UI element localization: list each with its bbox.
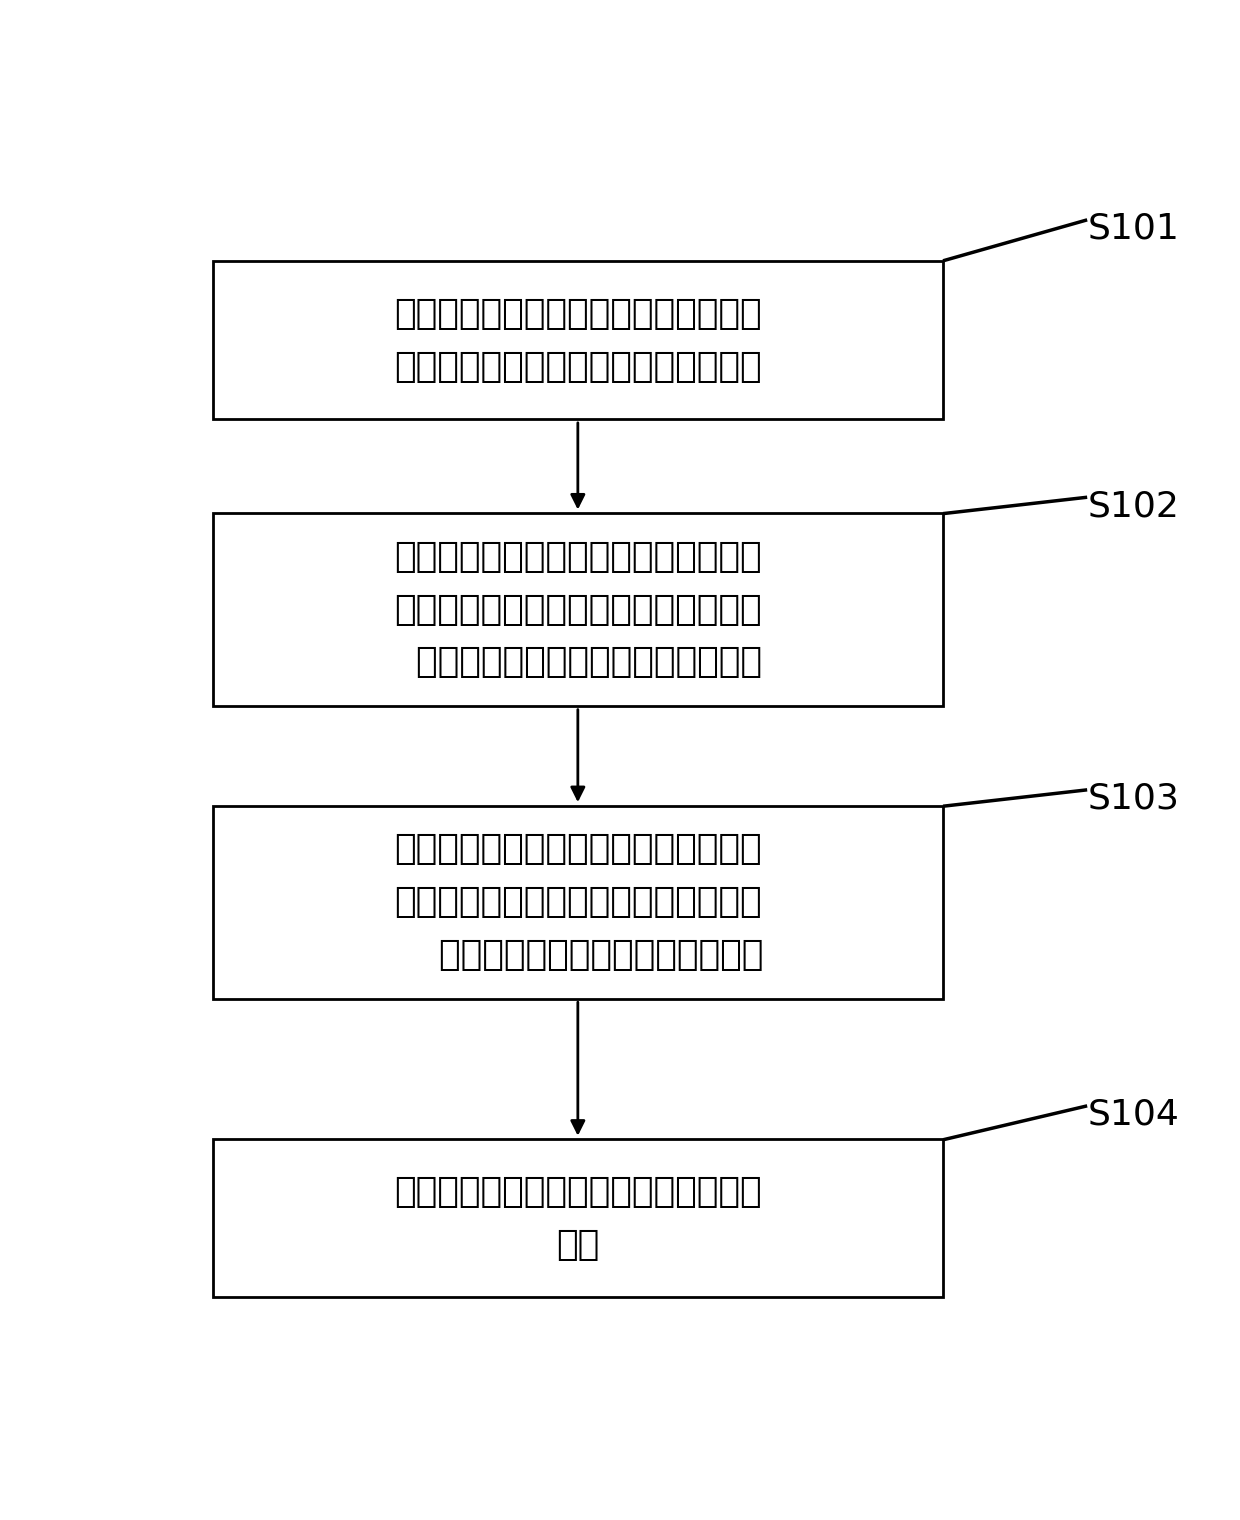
Text: 接收检测指令，所述检测指令用于指示
估计待检测电池距离跳水点的循环圈数: 接收检测指令，所述检测指令用于指示 估计待检测电池距离跳水点的循环圈数 — [394, 296, 761, 385]
Bar — [213, 1138, 942, 1297]
Bar — [213, 261, 942, 420]
Text: S101: S101 — [1087, 211, 1179, 246]
Text: 显示所述待检测电池距离跳水点的循环
圈数: 显示所述待检测电池距离跳水点的循环 圈数 — [394, 1175, 761, 1262]
Text: 根据所述检测指令，分别获取所述待检
测电池的第一总充电容量、在恒压充电
  阶段的第一容量和第一放电直流内阻: 根据所述检测指令，分别获取所述待检 测电池的第一总充电容量、在恒压充电 阶段的第… — [393, 540, 763, 679]
Bar — [213, 806, 942, 999]
Text: S102: S102 — [1087, 489, 1179, 523]
Text: S104: S104 — [1087, 1097, 1179, 1132]
Text: 根据所述第一总充电容量、所述第一容
量和所述第一放电直流内阻，确定所述
    待检测电池距离跳水点的循环圈数: 根据所述第一总充电容量、所述第一容 量和所述第一放电直流内阻，确定所述 待检测电… — [393, 833, 763, 973]
Text: S103: S103 — [1087, 781, 1179, 816]
Bar — [213, 514, 942, 707]
